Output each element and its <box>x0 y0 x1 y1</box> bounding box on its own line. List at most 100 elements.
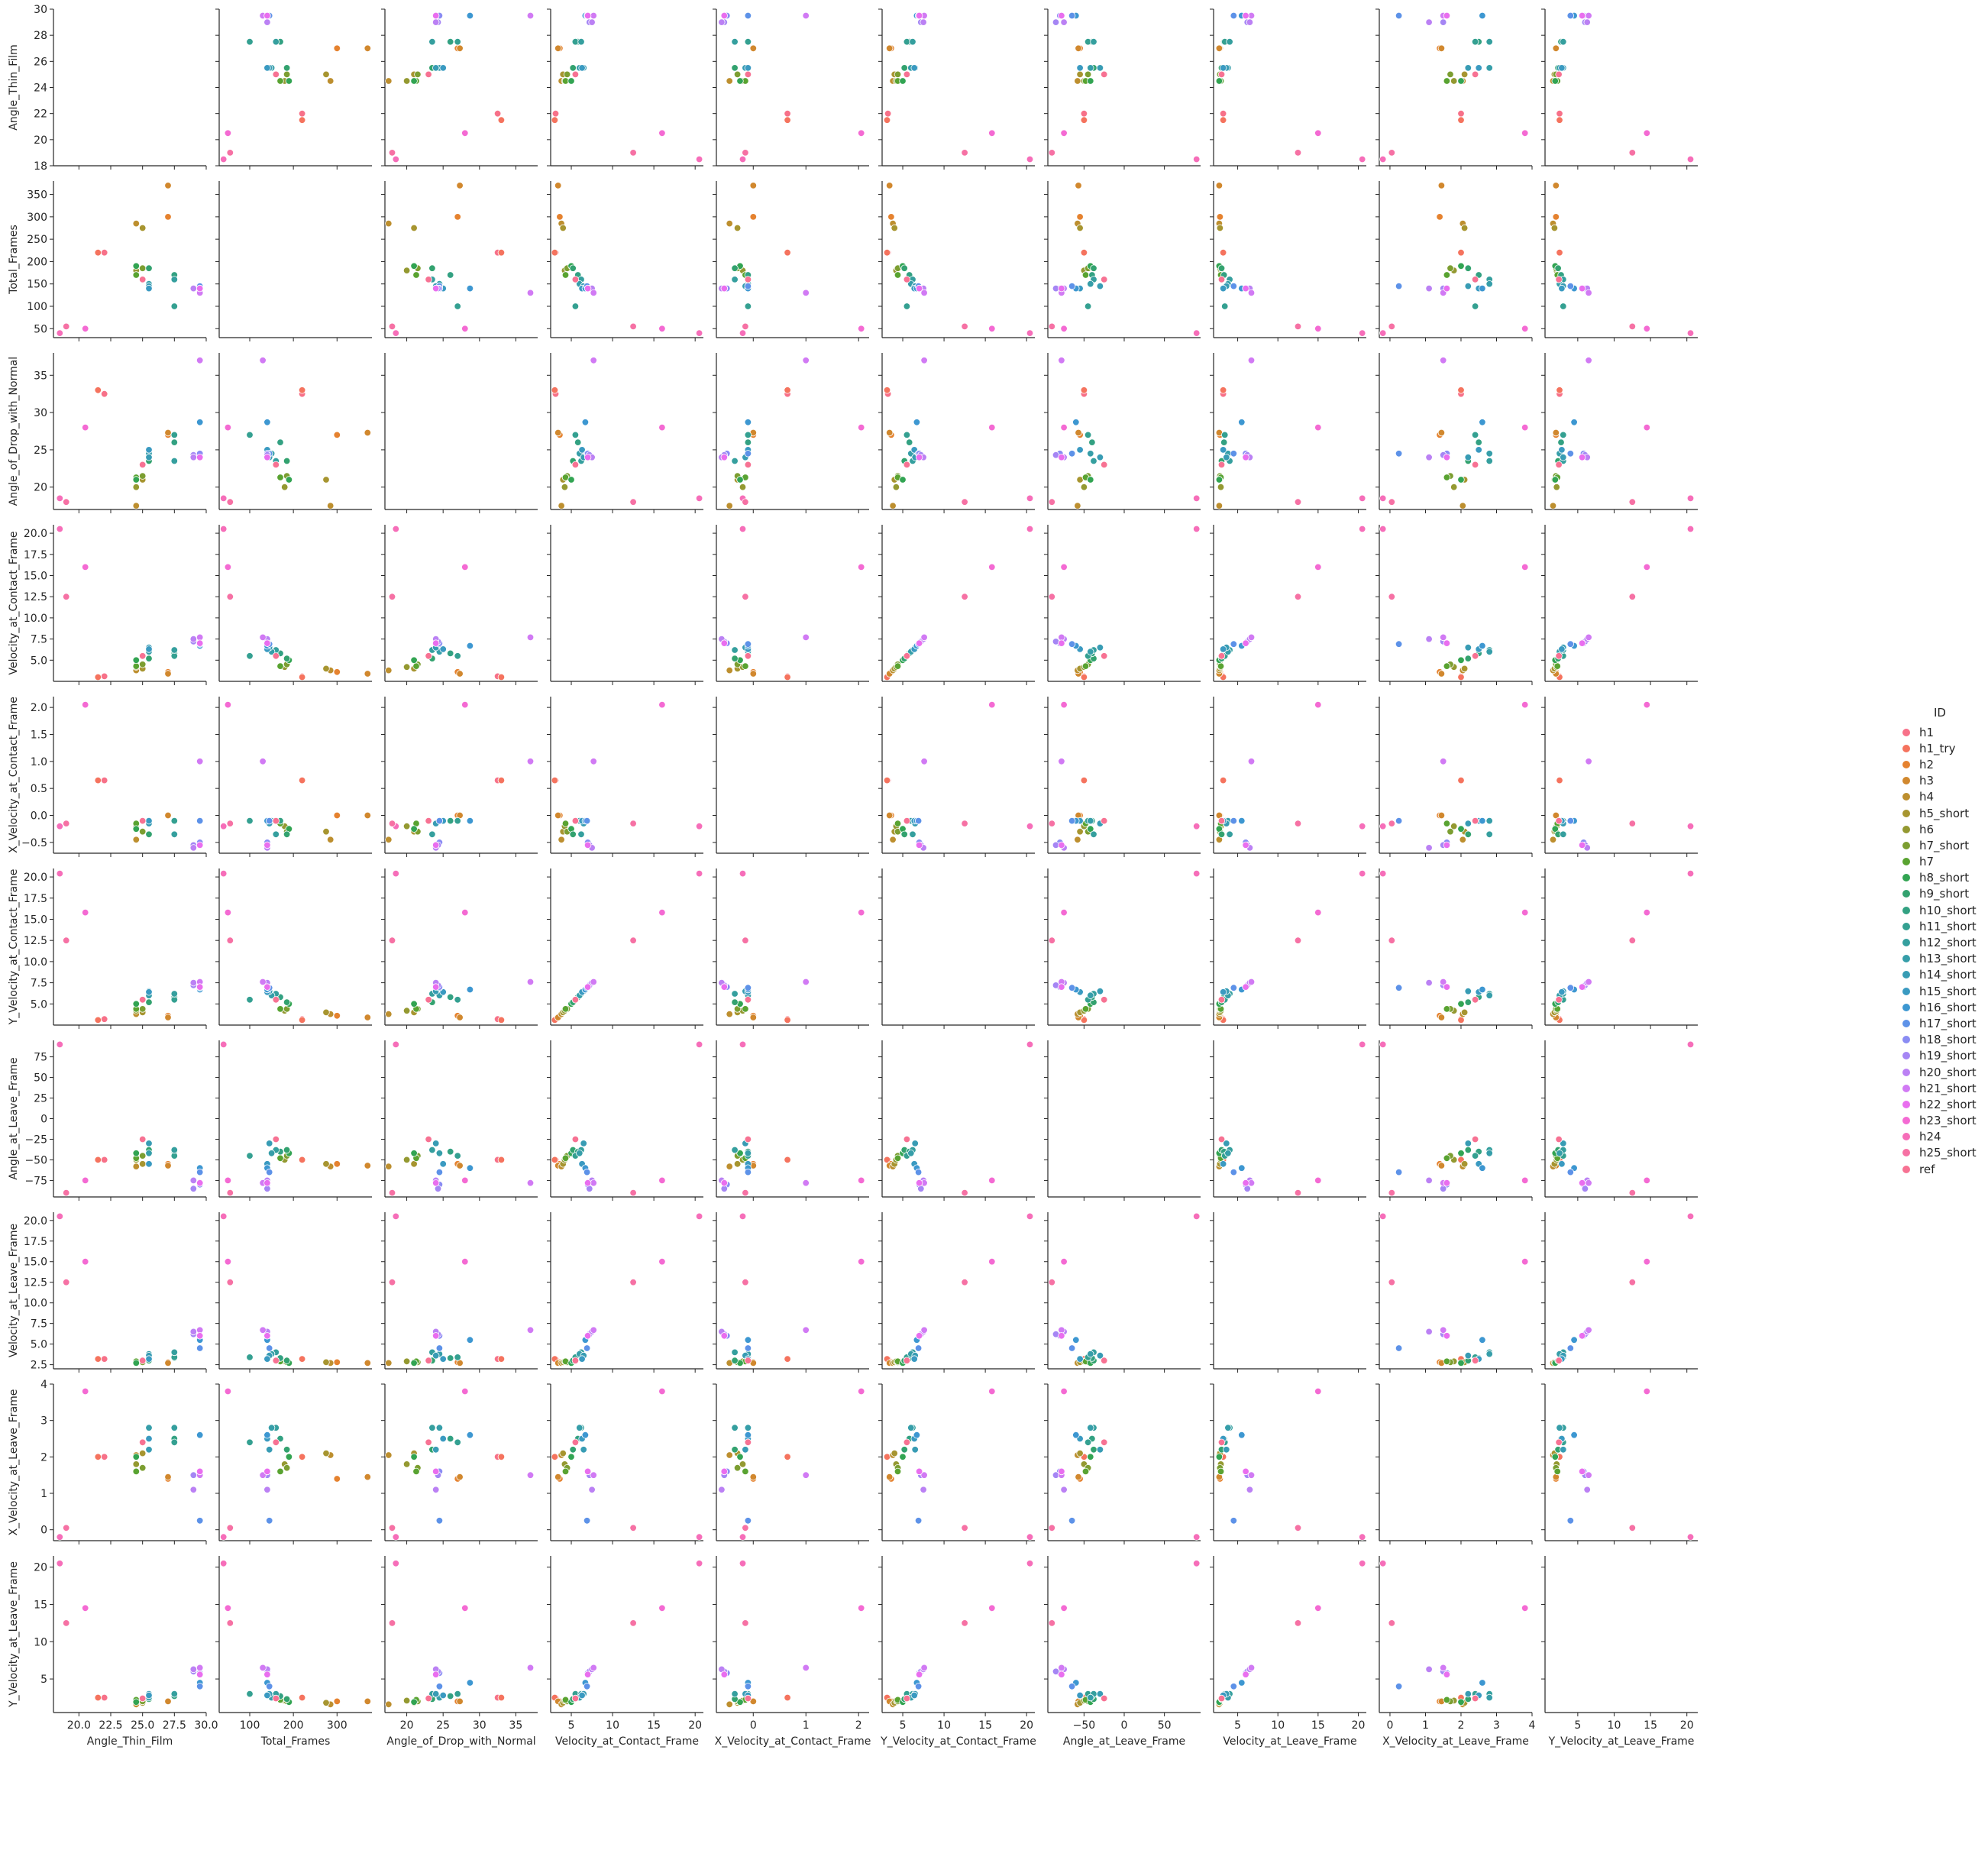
scatter-point <box>1457 1000 1465 1008</box>
x-tick-label: 20.0 <box>67 1719 91 1732</box>
scatter-point <box>903 276 911 283</box>
scatter-point <box>910 64 918 72</box>
scatter-point <box>170 438 179 446</box>
scatter-point <box>497 1156 506 1164</box>
scatter-point <box>784 109 791 118</box>
scatter-point <box>439 1691 447 1700</box>
scatter-point <box>1479 11 1486 20</box>
x-tick-label: 20 <box>1020 1719 1033 1732</box>
scatter-point <box>1388 1189 1396 1197</box>
scatter-point <box>590 289 597 297</box>
scatter-point <box>658 1257 666 1266</box>
scatter-point <box>1314 563 1322 571</box>
scatter-point <box>196 1179 204 1187</box>
scatter-point <box>629 936 637 944</box>
scatter-point <box>1216 213 1224 221</box>
scatter-point <box>571 1135 580 1143</box>
scatter-point <box>410 224 418 232</box>
scatter-point <box>1217 276 1226 283</box>
scatter-point <box>439 1355 447 1363</box>
scatter-point <box>802 357 810 364</box>
scatter-point <box>145 817 153 825</box>
scatter-point <box>1219 109 1227 118</box>
scatter-point <box>132 836 141 844</box>
scatter-point <box>263 454 271 461</box>
scatter-point <box>1294 936 1302 944</box>
scatter-point <box>425 1357 432 1364</box>
scatter-point <box>456 44 464 53</box>
x-tick-label: 10 <box>1271 1719 1285 1732</box>
scatter-point <box>439 1434 447 1443</box>
y-tick-label: 12.5 <box>24 1277 47 1289</box>
scatter-point <box>493 109 502 118</box>
scatter-point <box>658 129 666 137</box>
scatter-point <box>1549 502 1557 509</box>
scatter-point <box>742 936 749 944</box>
scatter-point <box>170 1146 179 1154</box>
scatter-point <box>857 129 865 137</box>
scatter-point <box>447 1147 454 1156</box>
scatter-point <box>802 11 810 20</box>
scatter-point <box>1072 1431 1080 1439</box>
scatter-point <box>410 77 418 85</box>
scatter-point <box>1192 525 1201 533</box>
scatter-point <box>911 1446 919 1454</box>
scatter-point <box>259 633 267 642</box>
scatter-point <box>742 149 749 157</box>
scatter-point <box>731 1690 739 1698</box>
scatter-point <box>428 38 436 46</box>
scatter-point <box>526 11 535 20</box>
scatter-point <box>263 841 271 849</box>
scatter-point <box>1294 1189 1302 1197</box>
legend-swatch <box>1902 809 1910 817</box>
scatter-point <box>885 182 894 189</box>
y-tick-label: 100 <box>27 301 47 313</box>
scatter-point <box>454 996 461 1004</box>
scatter-point <box>1294 498 1302 506</box>
scatter-point <box>1314 908 1322 917</box>
x-tick-label: 200 <box>283 1719 304 1732</box>
scatter-point <box>1553 484 1560 491</box>
scatter-point <box>1628 936 1637 944</box>
y-tick-label: 5.0 <box>31 1339 47 1351</box>
scatter-point <box>1215 502 1224 509</box>
scatter-point <box>410 262 418 270</box>
scatter-point <box>1238 419 1246 426</box>
scatter-point <box>432 284 440 293</box>
scatter-point <box>447 38 454 46</box>
scatter-point <box>883 776 891 784</box>
scatter-point <box>1553 662 1561 670</box>
legend-item: h1_try <box>1898 740 1982 756</box>
scatter-point <box>718 18 726 26</box>
scatter-point <box>1555 276 1563 283</box>
scatter-point <box>1457 116 1465 124</box>
scatter-point <box>138 996 147 1004</box>
scatter-point <box>1068 1683 1076 1690</box>
scatter-point <box>744 302 752 310</box>
legend-swatch <box>1902 939 1910 947</box>
scatter-point <box>1076 64 1084 72</box>
scatter-point <box>220 494 228 503</box>
scatter-point <box>1485 648 1493 655</box>
scatter-point <box>1080 116 1088 124</box>
scatter-point <box>1060 1604 1068 1612</box>
scatter-point <box>1459 836 1467 844</box>
scatter-point <box>1566 817 1575 825</box>
scatter-point <box>526 633 535 642</box>
scatter-point <box>385 219 393 228</box>
scatter-point <box>629 149 637 157</box>
scatter-point <box>720 983 729 991</box>
scatter-point <box>629 322 637 331</box>
scatter-point <box>1560 830 1567 839</box>
scatter-point <box>1578 1467 1586 1476</box>
scatter-point <box>388 1189 396 1197</box>
scatter-point <box>695 494 703 503</box>
x-axis-label: Angle_of_Drop_with_Normal <box>386 1735 535 1748</box>
scatter-point <box>1521 700 1529 709</box>
scatter-point <box>81 325 89 333</box>
scatter-point <box>333 1012 341 1020</box>
scatter-point <box>226 593 234 600</box>
y-tick-label: 15 <box>34 1599 47 1611</box>
scatter-point <box>961 593 968 600</box>
scatter-point <box>410 656 418 665</box>
